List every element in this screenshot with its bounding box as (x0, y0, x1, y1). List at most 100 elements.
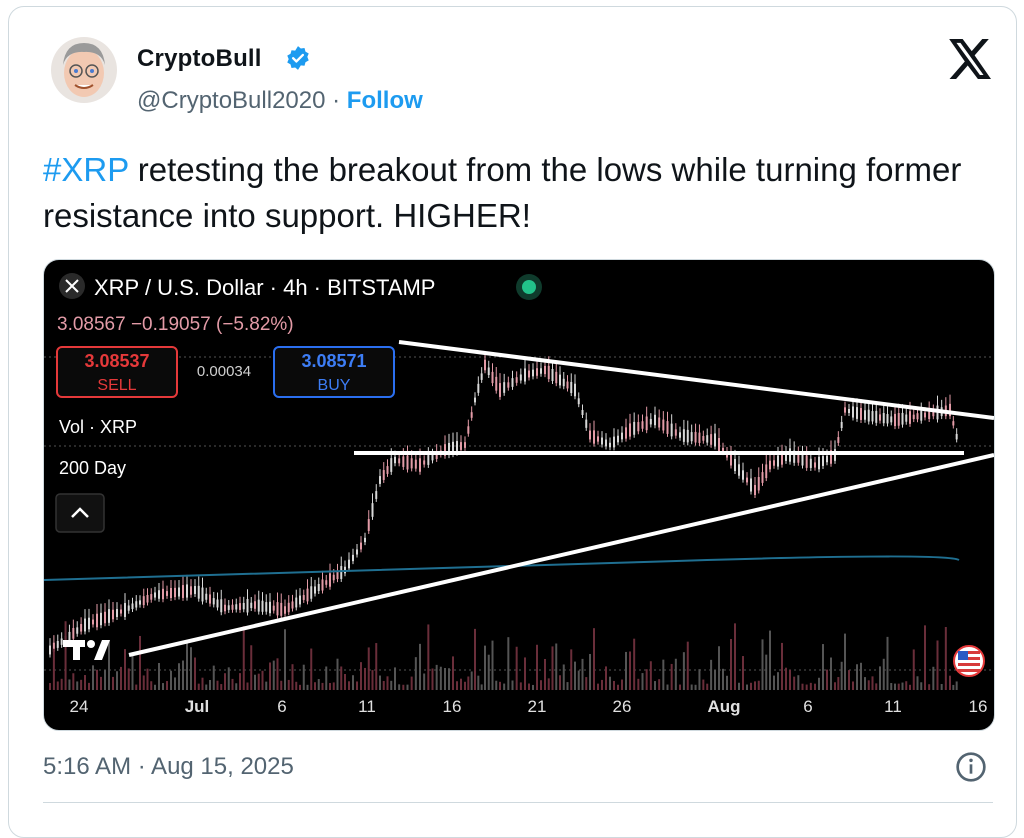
volume-bar (356, 681, 358, 690)
buy-button[interactable]: 3.08571 BUY (273, 346, 395, 398)
volume-bar (474, 628, 476, 690)
avatar[interactable] (51, 37, 117, 103)
candle-body (287, 602, 290, 613)
candle-body (495, 376, 498, 391)
volume-bar (379, 675, 381, 690)
candle-body (299, 595, 301, 605)
candle-body (127, 605, 130, 611)
candle-body (909, 411, 911, 424)
volume-bar (871, 676, 874, 690)
volume-bar (495, 680, 498, 690)
volume-bar (654, 681, 656, 690)
candle-body (686, 429, 689, 443)
candle-body (694, 431, 697, 443)
candle-body (662, 419, 665, 431)
x-tick-label: 26 (613, 697, 632, 716)
candle-body (276, 602, 279, 616)
volume-bar (547, 678, 550, 690)
volume-bar (801, 683, 804, 690)
candle-body (352, 554, 354, 562)
tweet-card: CryptoBull @CryptoBull2020 · Follow #XRP… (8, 6, 1017, 838)
hashtag-link[interactable]: #XRP (43, 151, 129, 188)
candle-body (637, 422, 640, 432)
candle-body (444, 444, 446, 456)
candle-body (371, 503, 374, 517)
info-icon[interactable] (955, 751, 987, 783)
candle-body (314, 586, 316, 594)
follow-button[interactable]: Follow (346, 87, 423, 114)
volume-bar (92, 665, 94, 690)
sell-label: SELL (97, 377, 136, 394)
volume-bar (589, 653, 591, 690)
x-logo-icon[interactable] (949, 39, 993, 79)
candle-body (394, 456, 396, 464)
volume-bar (186, 640, 188, 690)
chart-image[interactable]: XRP / U.S. Dollar · 4h · BITSTAMP 3.0856… (43, 259, 995, 731)
candle-body (310, 586, 313, 599)
candle-body (524, 368, 526, 382)
volume-bar (332, 682, 335, 690)
volume-bar (108, 639, 110, 690)
volume-bar (406, 684, 409, 690)
x-tick-label: 6 (803, 697, 812, 716)
volume-bar (444, 667, 446, 690)
candle-body (916, 413, 919, 420)
candle-body (757, 477, 760, 491)
candle-body (562, 378, 565, 387)
candle-body (72, 627, 75, 639)
candle-body (879, 414, 881, 421)
volume-bar (310, 648, 313, 690)
close-icon[interactable] (59, 273, 85, 299)
volume-bar (761, 639, 764, 690)
candle-body (905, 414, 908, 422)
candle-body (88, 617, 90, 630)
volume-indicator-label[interactable]: Vol · XRP (59, 417, 137, 437)
x-tick-label: 24 (70, 697, 89, 716)
volume-bar (197, 683, 200, 690)
volume-bar (314, 682, 316, 690)
us-flag-icon[interactable] (953, 645, 985, 677)
volume-bar (746, 684, 748, 690)
candle-body (367, 519, 370, 531)
volume-bar (96, 669, 98, 690)
volume-bar (460, 678, 462, 690)
candle-body (456, 441, 458, 453)
candle-body (840, 421, 843, 429)
volume-bar (150, 681, 153, 690)
chevron-up-icon[interactable] (55, 493, 105, 533)
candle-body (209, 594, 211, 604)
author-name[interactable]: CryptoBull (137, 45, 262, 72)
volume-bar (398, 684, 401, 690)
volume-bar (76, 681, 79, 690)
candle-body (84, 618, 86, 632)
candle-body (912, 414, 915, 420)
volume-bar (56, 681, 59, 690)
volume-bar (826, 669, 828, 690)
author-handle[interactable]: @CryptoBull2020 (137, 87, 326, 114)
candle-body (867, 409, 870, 422)
tweet-timestamp[interactable]: 5:16 AM · Aug 15, 2025 (43, 753, 294, 780)
candle-body (621, 432, 623, 440)
candle-body (49, 645, 51, 655)
x-tick-label: 16 (443, 697, 462, 716)
sell-button[interactable]: 3.08537 SELL (56, 346, 178, 398)
volume-bar (212, 665, 215, 690)
candle-body (928, 409, 931, 420)
volume-bar (714, 670, 716, 690)
candle-body (730, 454, 732, 466)
volume-bar (178, 663, 180, 690)
x-tick-label: Jul (185, 697, 210, 716)
volume-bar (321, 682, 324, 690)
volume-bar (625, 651, 627, 690)
volume-bar (239, 673, 241, 690)
candle-body (710, 434, 713, 445)
volume-bar (805, 684, 808, 690)
candle-body (317, 584, 320, 591)
ma-indicator-label[interactable]: 200 Day (59, 458, 126, 478)
candle-body (864, 410, 866, 420)
volume-bar (940, 683, 943, 690)
candle-body (702, 435, 705, 441)
candle-body (261, 600, 264, 612)
candle-body (932, 410, 935, 417)
candle-body (487, 367, 490, 376)
